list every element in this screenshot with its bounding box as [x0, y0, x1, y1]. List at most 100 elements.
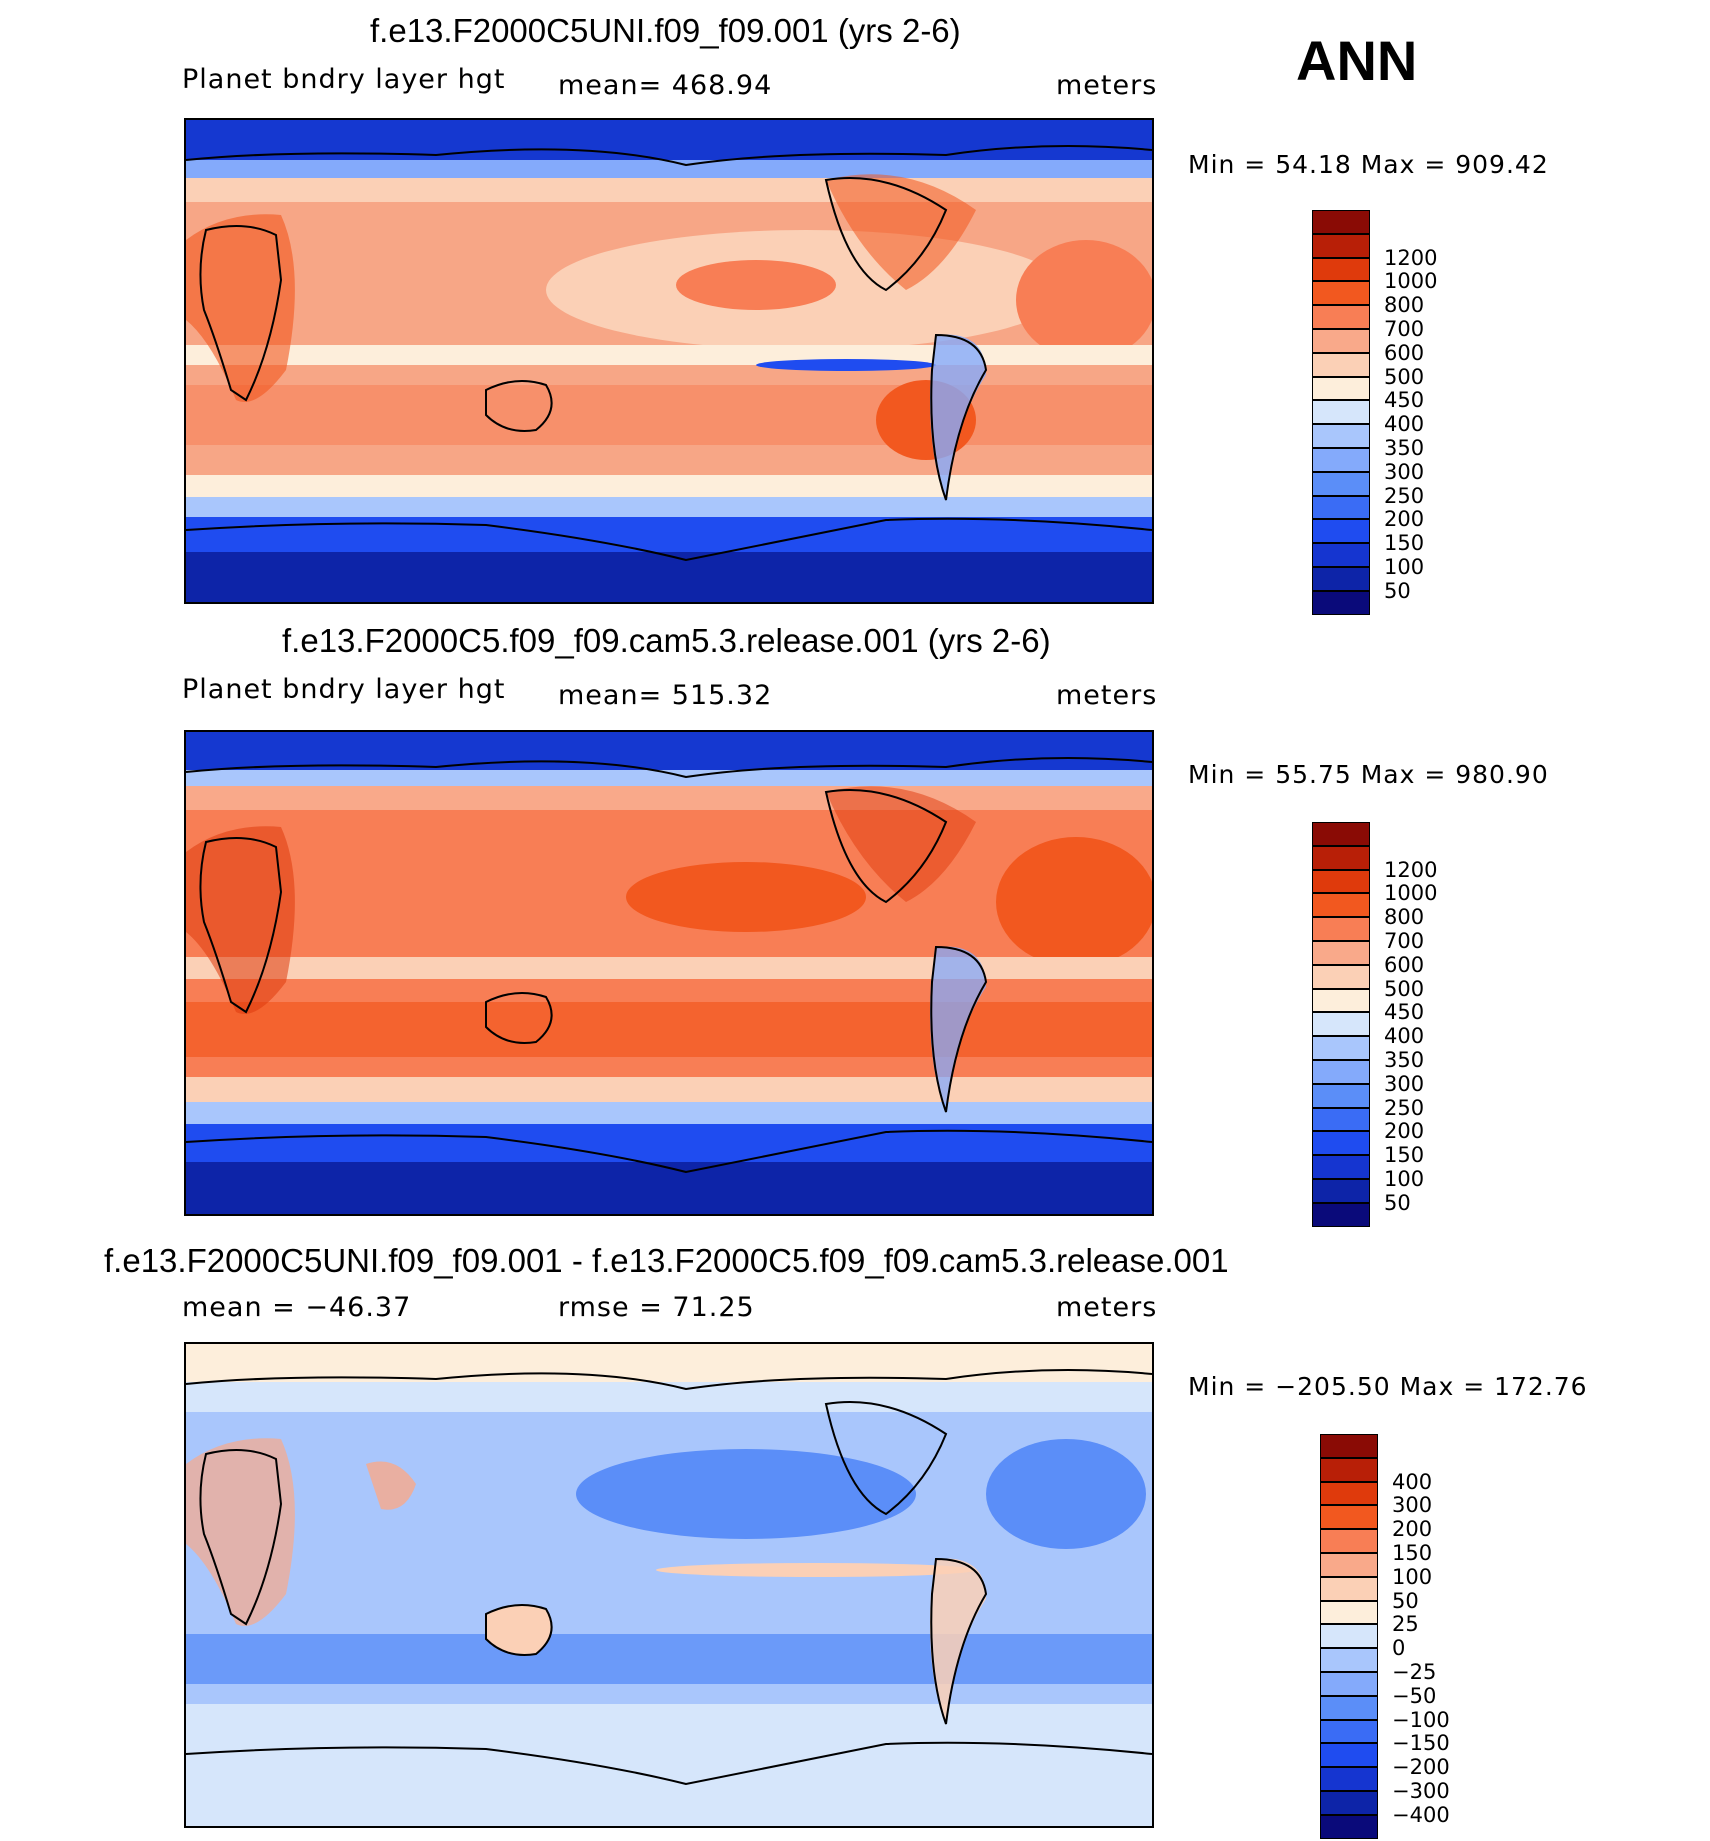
colorbar-tick-label: 400 [1384, 412, 1425, 437]
colorbar-tick-label: −50 [1392, 1683, 1437, 1708]
colorbar-tick-label: 200 [1384, 1119, 1425, 1144]
panel-1-map-svg [186, 120, 1152, 602]
panel-1-coastline-south [186, 517, 1152, 562]
panel-1-north-midlat [186, 178, 1152, 202]
colorbar-swatch [1312, 400, 1370, 425]
colorbar-swatch [1312, 519, 1370, 544]
colorbar-swatch [1312, 495, 1370, 520]
colorbar-swatch [1320, 1767, 1378, 1791]
panel-1-southern-fringe [186, 497, 1152, 517]
panel-2-map-svg [186, 732, 1152, 1214]
panel-2-north-america-region [826, 786, 976, 902]
colorbar-tick-label: 600 [1384, 952, 1425, 977]
colorbar-swatch [1312, 1202, 1370, 1227]
panel-3-australia-region [486, 1605, 552, 1655]
colorbar-tick-label: 50 [1384, 578, 1411, 603]
panel-1-cold-tongue [756, 359, 936, 371]
colorbar-swatch [1312, 964, 1370, 989]
colorbar-tick-label: 400 [1392, 1469, 1433, 1494]
colorbar-tick-label: 500 [1384, 364, 1425, 389]
panel-3-north-pacific-region [576, 1449, 916, 1539]
panel-1-units-label: meters [1056, 70, 1158, 101]
colorbar-swatch [1320, 1624, 1378, 1649]
colorbar-tick-label: 1200 [1384, 857, 1438, 882]
panel-2-equator-band [186, 957, 1152, 979]
colorbar-swatch [1320, 1457, 1378, 1482]
panel-3-southern-ocean-band [186, 1704, 1152, 1726]
panel-3-coastline-north-america [824, 1401, 948, 1516]
panel-2-coastline-north [186, 757, 1152, 779]
colorbar-tick-label: 150 [1392, 1541, 1433, 1565]
panel-1-mean-label: mean= 468.94 [558, 70, 773, 101]
colorbar-tick-label: 800 [1384, 905, 1425, 930]
colorbar-tick-label: 600 [1384, 340, 1425, 365]
panel-1-coastline-south-america [930, 333, 988, 501]
panel-2-arctic-band [186, 732, 1152, 770]
colorbar-swatch [1312, 543, 1370, 567]
colorbar-swatch [1312, 1155, 1370, 1179]
colorbar-tick-label: 500 [1384, 976, 1425, 1001]
colorbar-tick-label: 300 [1384, 1071, 1425, 1096]
colorbar-tick-label: 50 [1384, 1190, 1411, 1215]
panel-2-map [184, 730, 1154, 1216]
colorbar-swatch [1320, 1648, 1378, 1672]
colorbar-swatch [1312, 1179, 1370, 1203]
panel-2-south-subtropics [186, 1002, 1152, 1057]
panel-1-kuroshio-region [676, 260, 836, 310]
colorbar-swatch [1312, 822, 1370, 846]
colorbar-swatch [1312, 233, 1370, 258]
colorbar-tick-label: 350 [1384, 1048, 1425, 1072]
colorbar-swatch [1320, 1814, 1378, 1839]
panel-1-coastline-north [186, 145, 1152, 167]
colorbar-tick-label: 0 [1392, 1636, 1406, 1661]
colorbar-swatch [1312, 210, 1370, 234]
colorbar-swatch [1320, 1529, 1378, 1553]
colorbar-tick-label: 200 [1392, 1517, 1433, 1542]
colorbar-tick-label: −150 [1392, 1731, 1450, 1756]
panel-1-south-america-region [930, 334, 986, 500]
colorbar-swatch [1320, 1695, 1378, 1720]
panel-3-coastline-north [186, 1369, 1152, 1391]
panel-2-title: f.e13.F2000C5.f09_f09.cam5.3.release.001… [282, 622, 1051, 659]
colorbar-swatch [1312, 424, 1370, 448]
panel-3-north-atlantic-region [986, 1439, 1146, 1549]
panel-1-coastline-africa [199, 225, 283, 402]
panel-2-units-label: meters [1056, 680, 1158, 711]
panel-2-variable-label: Planet bndry layer hgt [182, 674, 506, 705]
panel-3-units-label: meters [1056, 1292, 1158, 1323]
colorbar-swatch [1312, 590, 1370, 615]
colorbar-tick-label: 25 [1392, 1612, 1419, 1637]
panel-2-arctic-fringe [186, 770, 1152, 786]
colorbar-swatch [1320, 1553, 1378, 1577]
colorbar-swatch [1312, 941, 1370, 965]
panel-2-coastline-australia [485, 992, 553, 1044]
panel-3-minmax: Min = −205.50 Max = 172.76 [1188, 1372, 1588, 1401]
panel-2-coastline-south [186, 1129, 1152, 1174]
panel-3-colorbar: −400 −300 −200 −150 −100 −50 −25 0 25 50 100 150 200… [1320, 1434, 1450, 1841]
panel-1-colorbar: 50 100 150 200 250 300 350 400 450 500 600 700 800 10… [1312, 210, 1437, 617]
colorbar-swatch [1312, 1012, 1370, 1037]
panel-1-map [184, 118, 1154, 604]
panel-1-south-subtropics [186, 385, 1152, 445]
colorbar-tick-label: 450 [1384, 1000, 1425, 1025]
colorbar-swatch [1320, 1672, 1378, 1696]
panel-1-africa-region [186, 214, 295, 402]
panel-3-arctic-band [186, 1344, 1152, 1382]
colorbar-swatch [1312, 1036, 1370, 1060]
panel-2-coastline-north-america [824, 789, 948, 904]
colorbar-swatch [1320, 1434, 1378, 1458]
colorbar-tick-label: 1200 [1384, 245, 1438, 270]
colorbar-swatch [1312, 845, 1370, 870]
colorbar-swatch [1312, 567, 1370, 591]
panel-2-kuroshio-region [626, 862, 866, 932]
colorbar-tick-label: 200 [1384, 507, 1425, 532]
panel-3-coastline-south-america [930, 1557, 988, 1725]
colorbar-tick-label: 450 [1384, 388, 1425, 413]
panel-2-southern-ocean-band [186, 1077, 1152, 1102]
panel-1-minmax: Min = 54.18 Max = 909.42 [1188, 150, 1549, 179]
colorbar-tick-label: 100 [1392, 1564, 1433, 1589]
colorbar-tick-label: 150 [1384, 1143, 1425, 1168]
panel-3-coastline-south [186, 1741, 1152, 1786]
panel-3-map-svg [186, 1344, 1152, 1826]
season-label: ANN [1296, 29, 1418, 92]
